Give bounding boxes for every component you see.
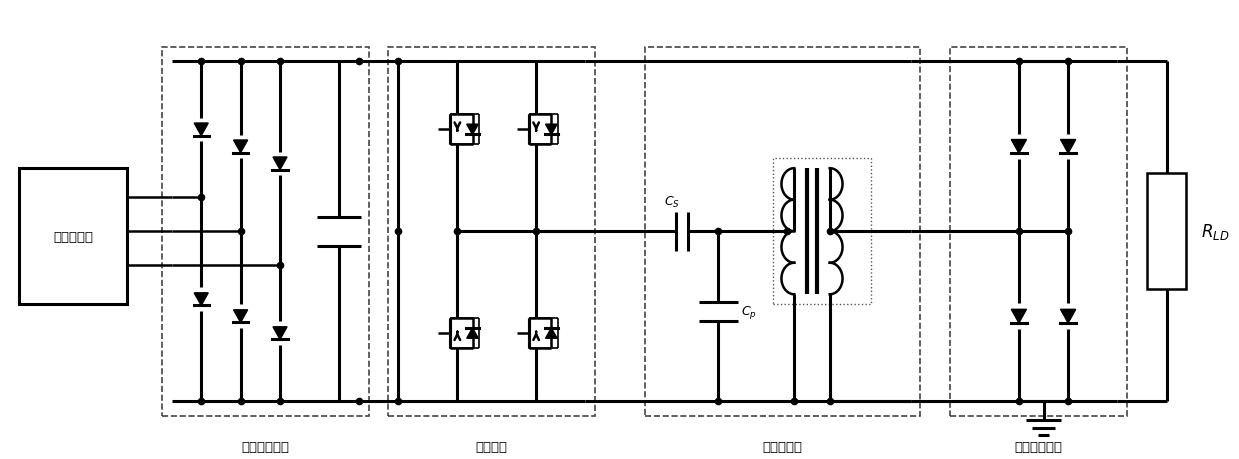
Polygon shape: [234, 310, 248, 323]
Polygon shape: [234, 140, 248, 153]
Bar: [162, 48, 369, 416]
Polygon shape: [1061, 310, 1075, 323]
Polygon shape: [545, 328, 558, 339]
Bar: [388, 48, 595, 416]
Bar: [950, 48, 1127, 416]
Polygon shape: [195, 124, 208, 136]
Polygon shape: [1011, 310, 1026, 323]
Polygon shape: [273, 327, 287, 340]
Polygon shape: [273, 157, 287, 170]
Bar: [644, 48, 921, 416]
Bar: [773, 159, 871, 304]
Text: 高压整流桥堆: 高压整流桥堆: [1015, 440, 1063, 453]
Polygon shape: [545, 125, 558, 135]
Polygon shape: [467, 328, 478, 339]
Polygon shape: [195, 293, 208, 306]
Text: 逆变模块: 逆变模块: [476, 440, 508, 453]
Text: $R_{LD}$: $R_{LD}$: [1201, 222, 1229, 242]
Text: 三相滤波器: 三相滤波器: [53, 230, 93, 243]
Bar: [19, 169, 128, 304]
Bar: [1147, 174, 1187, 290]
Polygon shape: [1011, 140, 1026, 154]
Text: 三相整流模块: 三相整流模块: [242, 440, 289, 453]
Text: $C_S$: $C_S$: [664, 194, 680, 209]
Text: $C_p$: $C_p$: [741, 303, 757, 320]
Polygon shape: [1061, 140, 1075, 154]
Polygon shape: [467, 125, 478, 135]
Text: 高频变压器: 高频变压器: [762, 440, 803, 453]
